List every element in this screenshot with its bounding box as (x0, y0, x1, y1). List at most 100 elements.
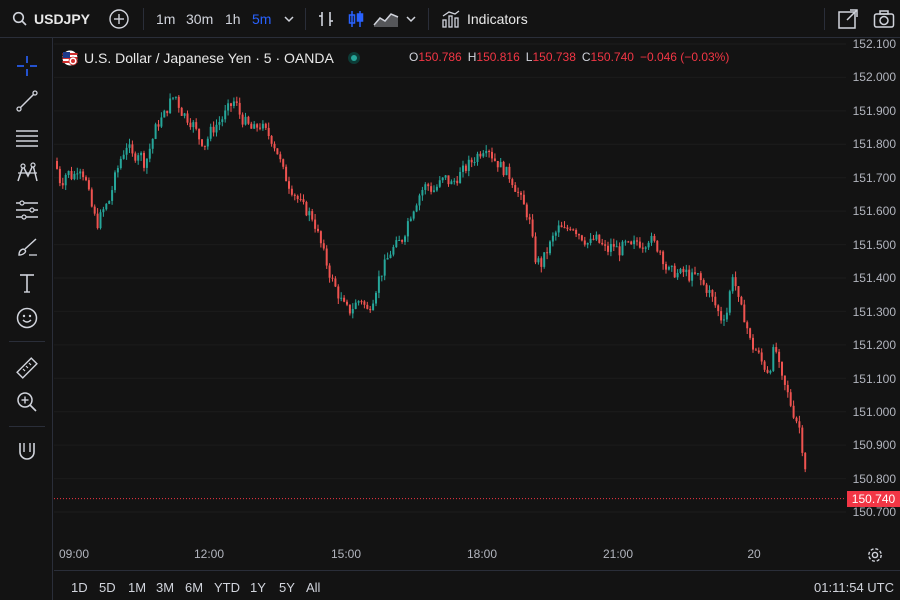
candle-body (296, 195, 299, 200)
ruler-tool[interactable] (13, 354, 41, 382)
candle-body (644, 247, 647, 249)
chart-legend: U.S. Dollar / Japanese Yen · 5 · OANDA (62, 48, 360, 68)
emoji-tool[interactable] (13, 304, 41, 332)
candle-body (714, 296, 717, 306)
candle-body (285, 166, 288, 182)
bars-icon (319, 12, 333, 26)
price-label: 151.700 (852, 170, 896, 185)
price-axis[interactable]: 152.100 152.000 151.900 151.800 151.700 151.6… (846, 37, 900, 569)
candle-body (560, 225, 563, 228)
interval-1h[interactable]: 1h (225, 0, 241, 38)
interval-dropdown[interactable] (283, 0, 295, 38)
range-all[interactable]: All (306, 580, 321, 595)
candle-body (438, 180, 441, 187)
bar-style-button[interactable] (316, 0, 336, 38)
candle-body (589, 238, 592, 244)
open-value: 150.786 (418, 50, 462, 64)
candle-body (746, 322, 749, 329)
candle-body (61, 183, 64, 186)
candle-body (169, 98, 172, 114)
candle-body (772, 347, 775, 371)
candle-body (493, 158, 496, 161)
candle-body (346, 301, 348, 305)
brush-tool[interactable] (13, 233, 41, 261)
range-6m[interactable]: 6M (185, 580, 204, 595)
candle-body (247, 116, 250, 124)
candle-body (485, 150, 488, 154)
candle-body (525, 204, 528, 218)
candle-body (711, 290, 714, 297)
zoom-in-tool[interactable] (13, 388, 41, 416)
candle-body (395, 240, 398, 248)
candle-body (459, 171, 462, 184)
candle-body (595, 234, 598, 240)
candle-body (64, 174, 67, 186)
chevron-down-icon (284, 16, 294, 23)
interval-30m[interactable]: 30m (186, 0, 213, 38)
candle-body (435, 186, 438, 191)
candle-body (409, 218, 412, 222)
range-5y[interactable]: 5Y (279, 580, 295, 595)
candle-body (377, 276, 380, 293)
candle-body (517, 191, 520, 193)
candle-body (694, 272, 696, 274)
range-3m[interactable]: 3M (156, 580, 175, 595)
crosshair-tool[interactable] (13, 52, 41, 80)
compare-symbol-button[interactable] (108, 0, 130, 38)
candles-style-button[interactable] (346, 0, 366, 38)
time-axis[interactable]: 09:00 12:00 15:00 18:00 21:00 20 (54, 540, 846, 569)
range-ytd[interactable]: YTD (214, 580, 240, 595)
interval-1m[interactable]: 1m (156, 0, 175, 38)
candle-body (351, 308, 354, 314)
candle-body (656, 240, 659, 252)
range-5d[interactable]: 5D (99, 580, 116, 595)
chart-settings-button[interactable] (866, 546, 886, 566)
candle-body (702, 280, 705, 285)
candle-body (763, 361, 766, 370)
utc-clock[interactable]: 01:11:54 UTC (814, 580, 894, 595)
candle-body (479, 153, 482, 157)
candle-body (372, 303, 375, 311)
candle-body (737, 286, 740, 297)
area-style-button[interactable] (372, 0, 400, 38)
candle-body (514, 185, 517, 192)
pattern-tool[interactable] (13, 159, 41, 187)
range-1d[interactable]: 1D (71, 580, 88, 595)
market-status-dot (347, 52, 360, 64)
snapshot-button[interactable] (873, 0, 895, 38)
candle-body (418, 195, 421, 206)
camera-icon (873, 10, 895, 28)
candle-body (96, 213, 99, 229)
candle-body (699, 273, 702, 281)
candle-body (557, 225, 560, 233)
candle-body (554, 232, 557, 236)
symbol-search[interactable]: USDJPY (12, 0, 90, 38)
candle-body (482, 153, 485, 157)
candle-body (691, 272, 694, 281)
candle-body (563, 227, 566, 229)
price-chart[interactable] (54, 39, 846, 569)
candle-body (128, 144, 131, 148)
text-tool[interactable] (13, 269, 41, 297)
candle-body (673, 265, 676, 278)
candle-body (125, 147, 128, 155)
candle-body (421, 189, 424, 196)
candle-body (749, 328, 752, 338)
range-1m[interactable]: 1M (128, 580, 147, 595)
candle-body (198, 128, 201, 140)
fib-lines-tool[interactable] (13, 124, 41, 152)
candle-body (212, 126, 215, 133)
indicators-button[interactable]: Indicators (441, 0, 528, 38)
range-1y[interactable]: 1Y (250, 580, 266, 595)
candle-body (679, 268, 682, 273)
fullscreen-button[interactable] (837, 0, 859, 38)
interval-5m[interactable]: 5m (252, 0, 271, 38)
magnet-icon (19, 443, 35, 460)
measure-lines-tool[interactable] (13, 196, 41, 224)
candle-body (308, 211, 311, 216)
magnet-tool[interactable] (13, 437, 41, 465)
chart-style-dropdown[interactable] (405, 0, 417, 38)
trend-line-tool[interactable] (13, 87, 41, 115)
candle-body (534, 236, 537, 263)
candle-body (566, 227, 569, 229)
